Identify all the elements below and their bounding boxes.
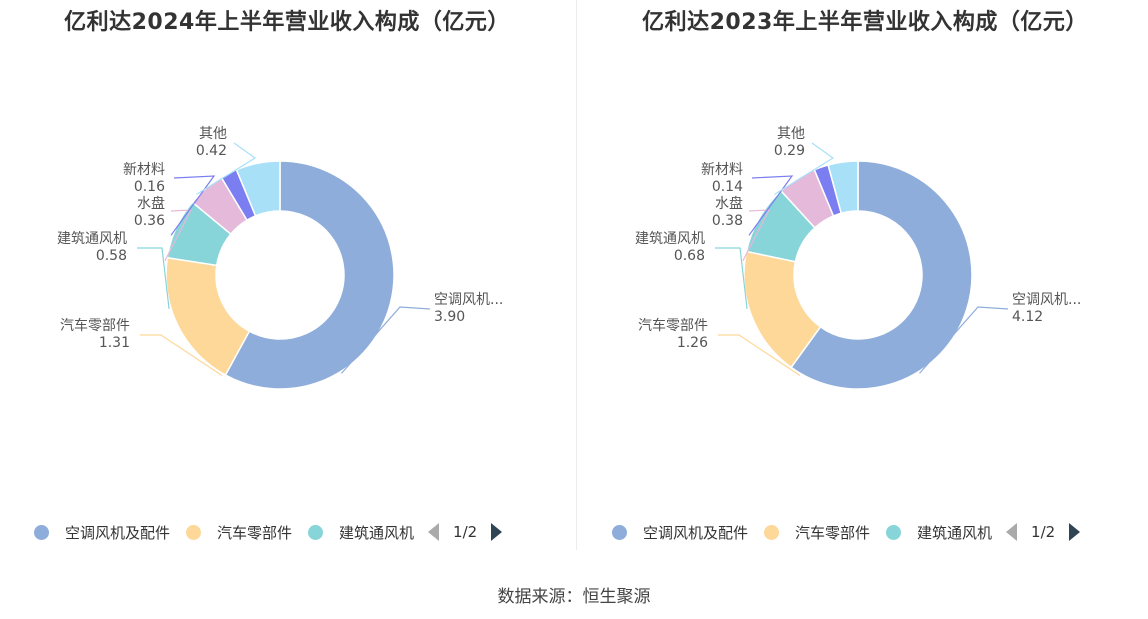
slice-label-value: 0.42 [196,143,227,159]
slice-label-name: 建筑通风机 [57,231,127,247]
prev-page-icon[interactable] [428,523,440,541]
legend-item-building-fan[interactable]: 建筑通风机 [308,522,414,543]
slice-label-name: 汽车零部件 [60,317,130,334]
label-leader-line [164,209,193,262]
slice-label-name: 空调风机... [434,292,503,308]
legend: 空调风机及配件 汽车零部件 建筑通风机 1/2 [612,520,1081,544]
chart-title: 亿利达2024年上半年营业收入构成（亿元） [64,10,510,35]
legend-item-air-fan[interactable]: 空调风机及配件 [34,522,170,543]
slice-label-name: 汽车零部件 [638,317,708,334]
label-leader-line [140,334,223,376]
label-leader-line [742,209,771,262]
slice-label-name: 建筑通风机 [635,231,705,247]
label-leader-line [341,306,431,374]
slice-label-name: 新材料 [123,162,165,178]
legend-label: 建筑通风机 [917,523,993,542]
page-indicator: 1/2 [453,523,478,541]
legend-dot [764,524,780,540]
slice-label-value: 0.38 [712,213,743,229]
page-indicator: 1/2 [1031,523,1056,541]
panel-divider [576,0,577,550]
label-leader-line [774,142,835,195]
slice-label-value: 1.31 [99,335,130,351]
prev-page-icon[interactable] [1006,523,1018,541]
slice-label-value: 0.58 [96,248,127,264]
donut-chart-2023: 空调风机...4.12汽车零部件1.26建筑通风机0.68水盘0.38新材料0.… [635,126,1081,390]
slice-label-value: 0.36 [134,213,165,229]
slice-label-value: 1.26 [677,335,708,351]
slice-label-name: 其他 [777,126,805,142]
data-source: 数据来源：恒生聚源 [497,587,651,607]
legend-label: 建筑通风机 [339,523,415,542]
legend-item-auto-parts[interactable]: 汽车零部件 [186,522,292,543]
label-leader-line [718,334,801,376]
pie-slice-5[interactable] [827,160,859,215]
legend-label: 汽车零部件 [795,523,871,542]
slice-label-value: 0.68 [674,248,705,264]
slice-label-name: 其他 [199,126,227,142]
slice-label-value: 0.16 [134,179,165,195]
legend-label: 汽车零部件 [217,523,293,542]
legend-label: 空调风机及配件 [643,523,749,542]
legend-dot [34,524,49,540]
pie-slice-5[interactable] [235,160,281,217]
slice-label-name: 水盘 [715,195,743,212]
slice-label-name: 空调风机... [1012,292,1081,308]
slice-label-value: 3.90 [434,309,465,325]
chart-panel-2024: 亿利达2024年上半年营业收入构成（亿元） 空调风机... 3.90 汽车零部件 1.… [0,0,574,560]
label-leader-line [170,175,216,236]
next-page-icon[interactable] [491,523,503,541]
slice-label-value: 0.29 [774,143,805,159]
legend-label: 空调风机及配件 [65,523,171,542]
slice-label-name: 新材料 [701,162,743,178]
legend-item-auto-parts[interactable]: 汽车零部件 [764,522,870,543]
legend-item-building-fan[interactable]: 建筑通风机 [886,522,992,543]
label-leader-line [137,247,170,309]
legend: 空调风机及配件 汽车零部件 建筑通风机 1/2 [34,520,503,544]
legend-dot [612,524,627,540]
legend-pager: 1/2 [1006,523,1081,541]
legend-dot [886,524,902,540]
legend-pager: 1/2 [428,523,503,541]
label-leader-line [748,175,794,236]
legend-dot [308,524,324,540]
slice-label-value: 0.14 [712,179,743,195]
label-leader-line [919,306,1009,374]
chart-title: 亿利达2023年上半年营业收入构成（亿元） [642,10,1088,35]
chart-panel-2023: 亿利达2023年上半年营业收入构成（亿元） 空调风机... 4.12 汽车零部件 1.… [578,0,1148,560]
pie-slice-0[interactable] [224,160,395,390]
legend-item-air-fan[interactable]: 空调风机及配件 [612,522,748,543]
slice-label-name: 水盘 [137,195,165,212]
pie-slice-0[interactable] [790,160,973,390]
label-leader-line [196,142,257,195]
next-page-icon[interactable] [1069,523,1081,541]
donut-chart-2024: 空调风机...3.90汽车零部件1.31建筑通风机0.58水盘0.36新材料0.… [57,126,503,390]
slice-label-value: 4.12 [1012,309,1043,325]
legend-dot [186,524,202,540]
label-leader-line [715,247,748,309]
